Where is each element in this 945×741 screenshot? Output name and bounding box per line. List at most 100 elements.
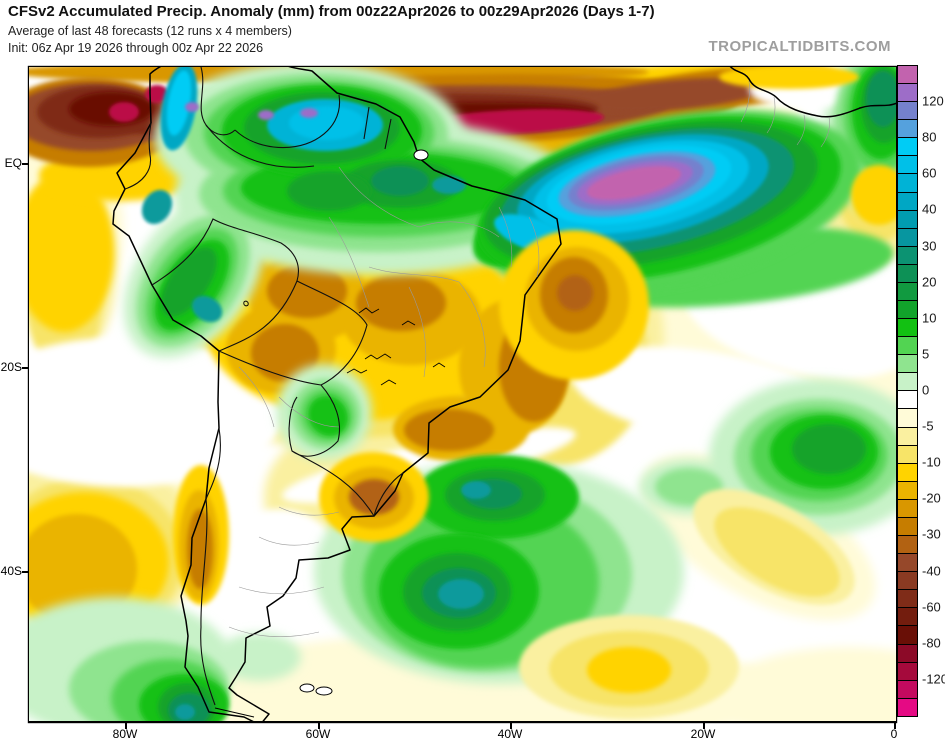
x-axis-tick xyxy=(318,723,320,729)
state-border xyxy=(766,96,776,134)
y-axis-tick xyxy=(22,163,29,165)
state-border xyxy=(418,221,500,238)
colorbar-box xyxy=(898,264,917,283)
x-axis-label: 80W xyxy=(112,727,138,741)
init-line: Init: 06z Apr 19 2026 through 00z Apr 22… xyxy=(8,41,264,55)
colorbar-box xyxy=(898,174,917,193)
colorbar-box xyxy=(898,427,917,446)
anomaly-blob xyxy=(300,108,318,118)
terrain-detail xyxy=(401,320,416,326)
anomaly-blob xyxy=(267,264,347,318)
colorbar-box xyxy=(898,409,917,428)
colorbar-label: 40 xyxy=(922,201,937,217)
state-border xyxy=(278,396,340,428)
state-border xyxy=(338,166,420,228)
watermark: TROPICALTIDBITS.COM xyxy=(708,38,891,55)
colorbar-box xyxy=(898,355,917,374)
anomaly-field xyxy=(29,67,896,722)
colorbar-label: -120 xyxy=(922,671,945,687)
island-outline xyxy=(315,686,333,696)
state-border xyxy=(238,366,275,428)
state-border xyxy=(238,586,325,595)
colorbar-box xyxy=(898,572,917,591)
y-axis-label: EQ xyxy=(4,156,22,170)
anomaly-blob xyxy=(289,106,365,140)
country-border xyxy=(205,124,315,168)
colorbar-label: -5 xyxy=(922,418,934,434)
x-axis-label: 20W xyxy=(690,727,716,741)
colorbar-box xyxy=(898,517,917,537)
island-outline xyxy=(413,149,429,161)
anomaly-blob xyxy=(258,110,274,120)
colorbar-label: 30 xyxy=(922,238,937,254)
y-axis-label: 40S xyxy=(0,564,22,578)
terrain-detail xyxy=(432,362,446,368)
island-outline xyxy=(299,683,315,693)
x-axis-line xyxy=(28,721,897,723)
anomaly-blob xyxy=(217,509,341,619)
colorbar-box xyxy=(898,282,917,302)
colorbar-label: -60 xyxy=(922,599,941,615)
colorbar-box xyxy=(898,536,917,555)
country-border xyxy=(291,450,375,517)
colorbar-box xyxy=(898,499,917,518)
country-border xyxy=(384,118,392,150)
x-axis-label: 60W xyxy=(305,727,331,741)
state-border xyxy=(820,116,830,148)
state-border xyxy=(328,216,370,308)
precip-anomaly-map xyxy=(29,67,896,722)
colorbar-label: 0 xyxy=(922,382,930,398)
terrain-detail xyxy=(380,379,397,386)
colorbar-label: 60 xyxy=(922,165,937,181)
state-border xyxy=(368,266,460,283)
anomaly-blob xyxy=(719,647,896,722)
colorbar-box xyxy=(898,481,917,500)
page-title: CFSv2 Accumulated Precip. Anomaly (mm) f… xyxy=(8,3,655,20)
colorbar-label: 80 xyxy=(922,129,937,145)
state-border xyxy=(258,536,320,546)
colorbar-box xyxy=(898,138,917,157)
state-border xyxy=(498,206,513,268)
y-axis-tick xyxy=(22,571,29,573)
colorbar-box xyxy=(898,445,917,464)
anomaly-blob xyxy=(851,165,896,225)
colorbar-box xyxy=(898,391,917,410)
country-border xyxy=(373,472,404,517)
anomaly-blob xyxy=(185,102,199,112)
x-axis-tick xyxy=(894,723,896,729)
state-border xyxy=(278,506,340,516)
colorbar-box xyxy=(898,680,917,699)
colorbar-box xyxy=(898,246,917,265)
terrain-detail xyxy=(358,307,380,314)
colorbar-label: 5 xyxy=(922,346,930,362)
country-border xyxy=(288,384,340,457)
anomaly-blob xyxy=(217,633,301,681)
anomaly-blob xyxy=(719,67,859,89)
anomaly-blob xyxy=(714,507,840,597)
x-axis-tick xyxy=(125,723,127,729)
colorbar-box xyxy=(898,156,917,175)
x-axis-tick xyxy=(703,723,705,729)
colorbar xyxy=(897,65,918,717)
anomaly-blob xyxy=(432,176,466,194)
colorbar-label: -30 xyxy=(922,526,941,542)
colorbar-box xyxy=(898,590,917,609)
colorbar-box xyxy=(898,373,917,392)
colorbar-box xyxy=(898,698,917,716)
state-border xyxy=(796,114,806,146)
country-border xyxy=(200,427,221,706)
colorbar-label: -80 xyxy=(922,635,941,651)
colorbar-box xyxy=(898,644,917,663)
anomaly-blob xyxy=(166,70,192,136)
colorbar-box xyxy=(898,228,917,247)
anomaly-blob xyxy=(141,189,173,225)
anomaly-blob xyxy=(404,409,494,451)
terrain-detail xyxy=(346,368,368,374)
colorbar-box xyxy=(898,120,917,139)
y-axis-label: 20S xyxy=(0,360,22,374)
anomaly-blob xyxy=(587,647,671,693)
geography-lines xyxy=(112,67,896,722)
colorbar-label: 10 xyxy=(922,310,937,326)
x-axis-tick xyxy=(510,723,512,729)
